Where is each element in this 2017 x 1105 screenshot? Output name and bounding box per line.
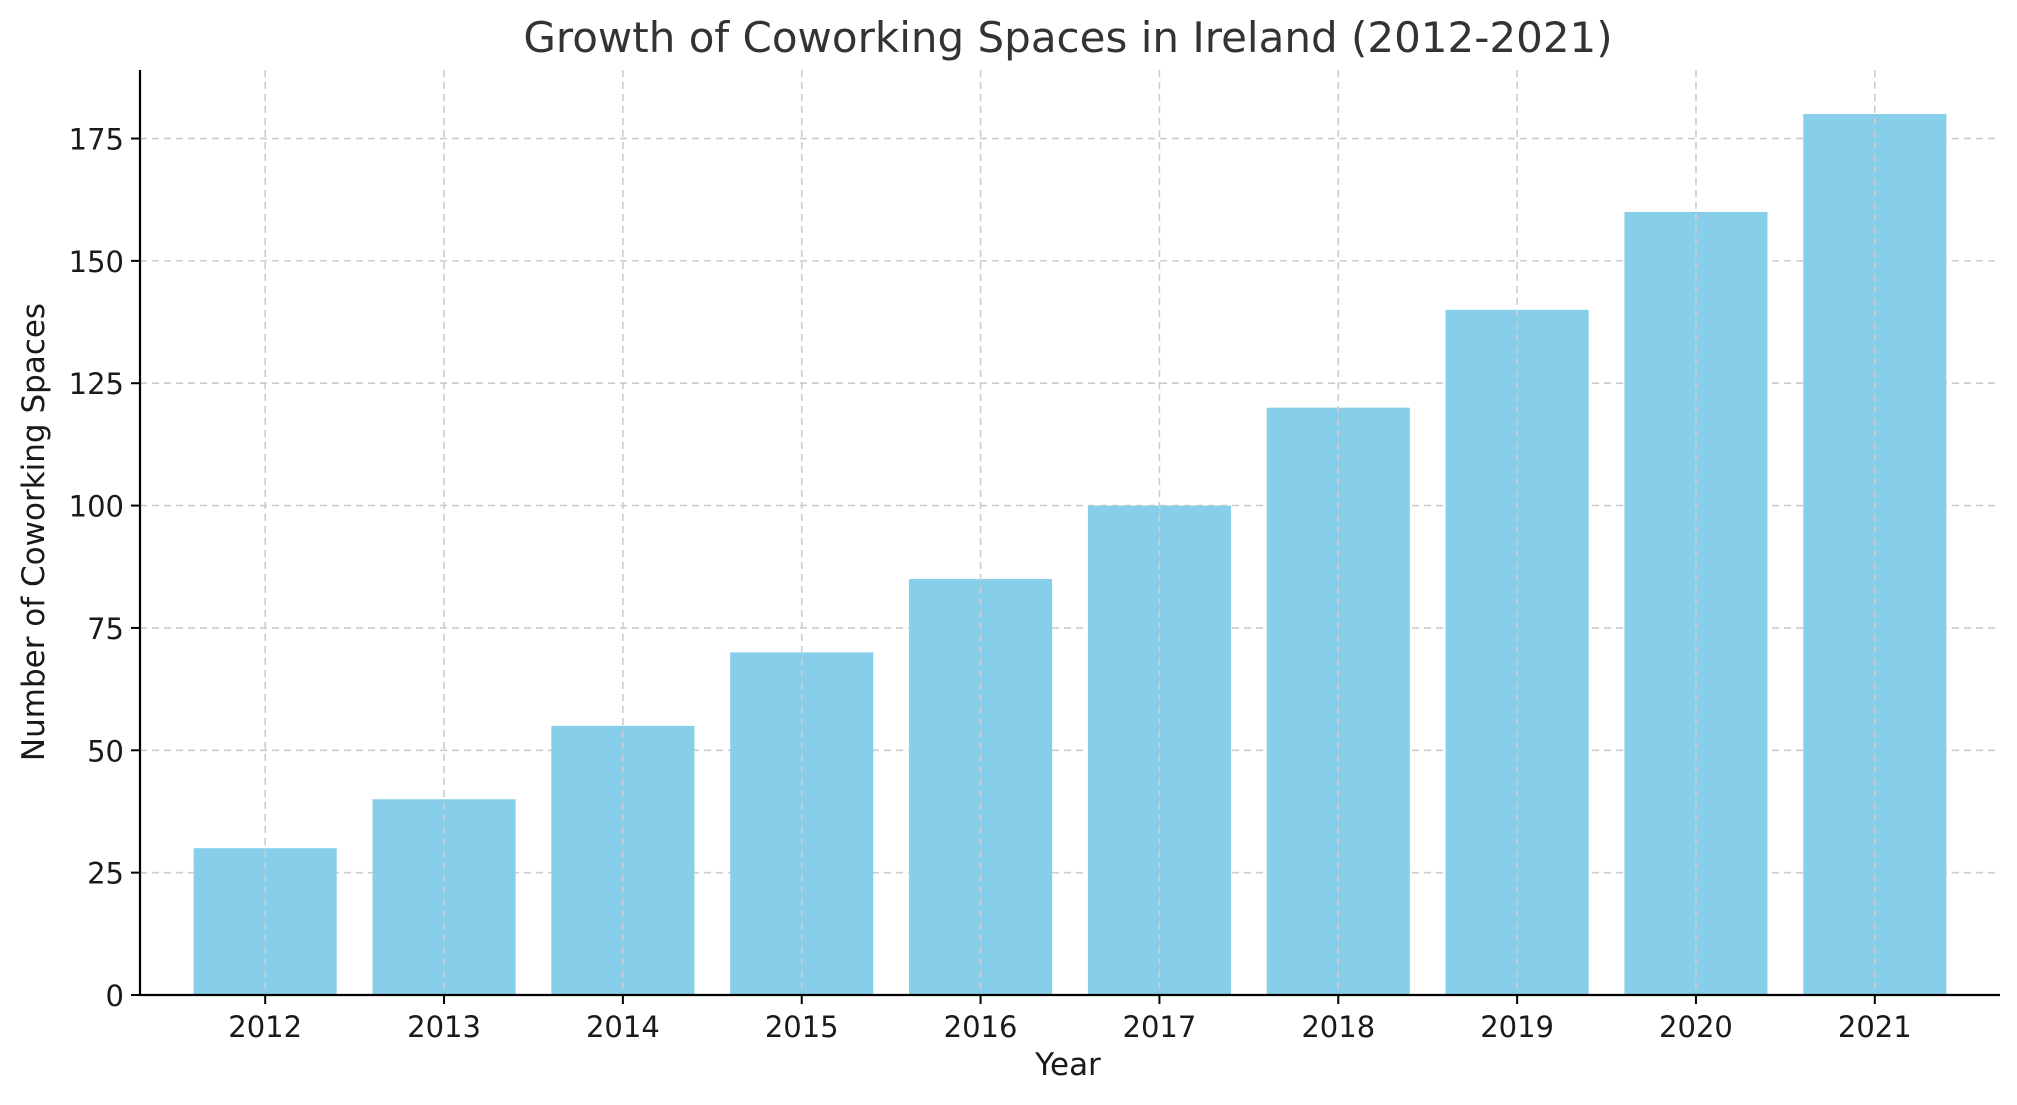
x-tick-label: 2021 [1838,1010,1912,1044]
y-tick-label: 50 [87,734,124,768]
bar-2016 [909,578,1053,995]
x-tick-label: 2018 [1301,1010,1375,1044]
axes [131,70,2000,1004]
x-tick-labels: 2012 2013 2014 2015 2016 2017 2018 2019 2020 2021 [228,1010,1911,1044]
bars [193,114,1947,996]
x-tick-label: 2013 [407,1010,481,1044]
y-tick-label: 150 [69,245,124,279]
y-tick-label: 100 [69,490,124,524]
x-tick-label: 2014 [586,1010,660,1044]
y-tick-label: 25 [87,857,124,891]
vertical-grid-lines [264,70,1876,995]
y-tick-label: 125 [69,367,124,401]
x-tick-label: 2015 [765,1010,839,1044]
x-axis-label: Year [1034,1047,1101,1083]
x-tick-label: 2012 [228,1010,302,1044]
y-tick-label: 75 [87,612,124,646]
x-tick-label: 2017 [1123,1010,1197,1044]
y-axis-label: Number of Coworking Spaces [16,303,52,761]
x-tick-label: 2019 [1480,1010,1554,1044]
x-tick-label: 2016 [944,1010,1018,1044]
y-tick-label: 175 [69,123,124,157]
bar-2015 [730,652,874,995]
y-tick-label: 0 [106,979,124,1013]
chart-title: Growth of Coworking Spaces in Ireland (2… [523,13,1612,62]
y-tick-labels: 0 25 50 75 100 125 150 175 [69,123,124,1013]
x-tick-label: 2020 [1659,1010,1733,1044]
